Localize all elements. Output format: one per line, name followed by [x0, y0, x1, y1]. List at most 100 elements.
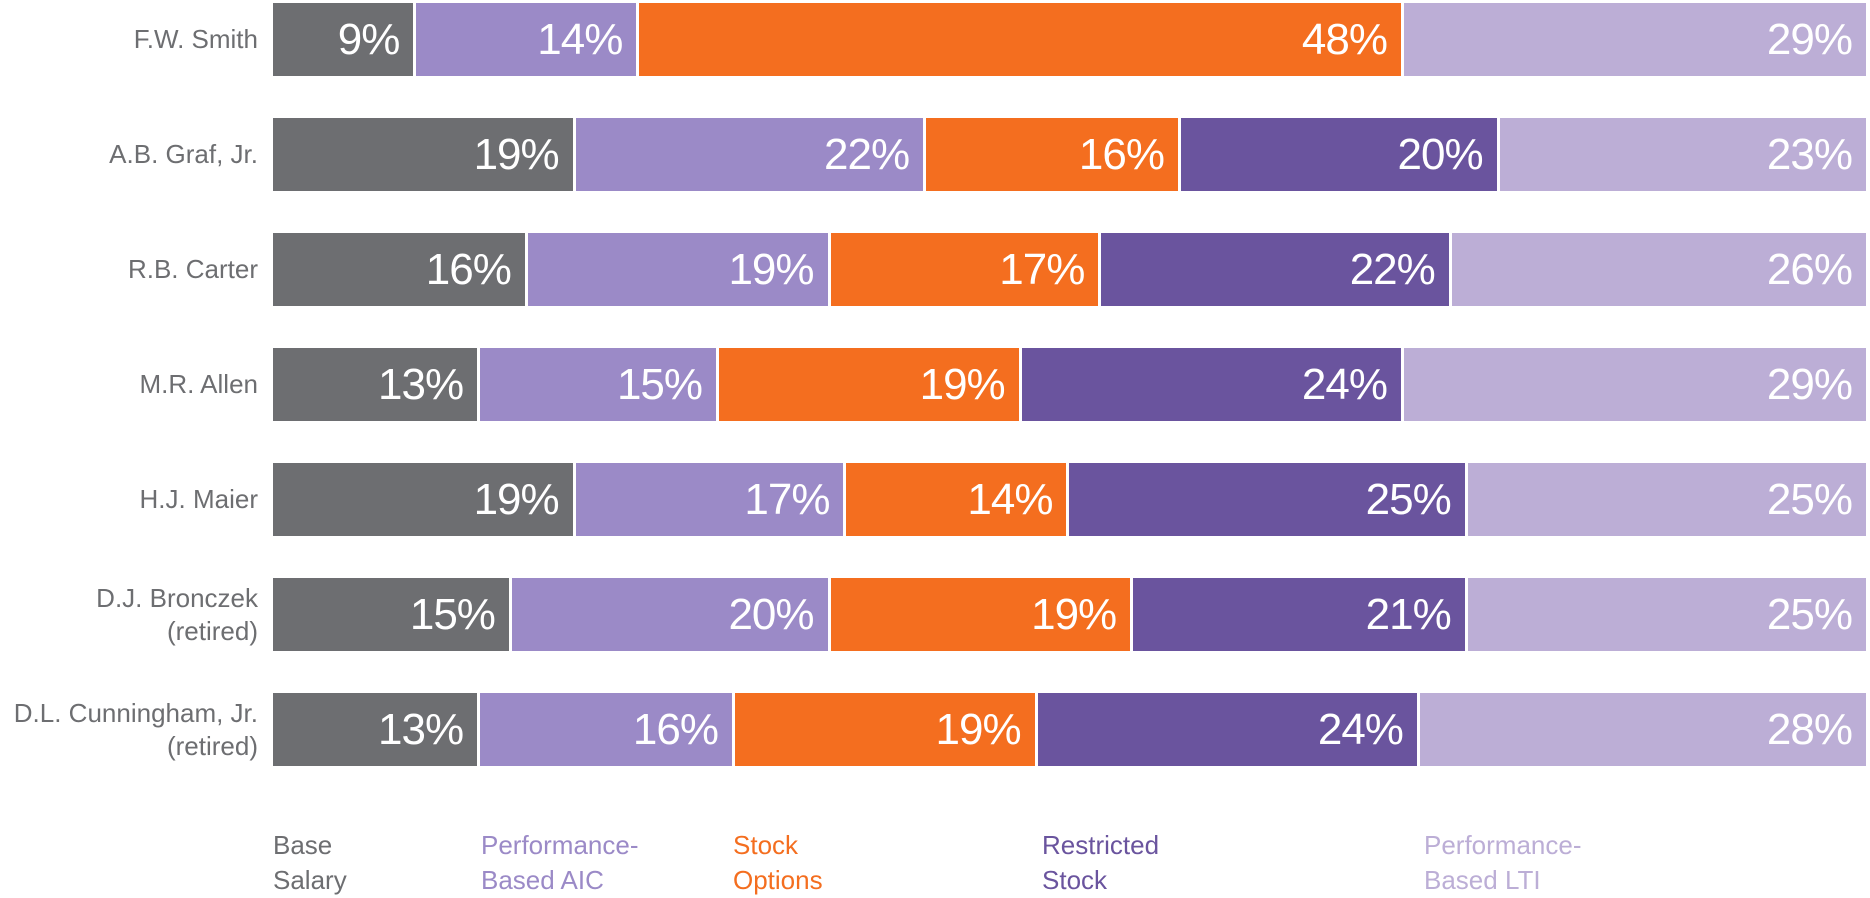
segment-value-label: 20%	[728, 589, 814, 639]
chart-row-f-w-smith: F.W. Smith 9% 14% 48% 29%	[0, 3, 1866, 76]
bar-segment-performance-based-aic: 17%	[575, 463, 847, 536]
legend-item-label: Base	[273, 830, 333, 860]
chart-row-h-j-maier: H.J. Maier 19% 17% 14% 25% 25%	[0, 463, 1866, 536]
chart-row-r-b-carter: R.B. Carter 16% 19% 17% 22% 26%	[0, 233, 1866, 306]
segment-value-label: 16%	[1078, 129, 1165, 179]
bar-track: 15% 20% 19% 21% 25%	[273, 578, 1866, 651]
row-label-line: A.B. Graf, Jr.	[109, 139, 258, 170]
segment-value-label: 20%	[1397, 129, 1484, 179]
bar-track: 19% 17% 14% 25% 25%	[273, 463, 1866, 536]
legend-item-performance-based-lti: Performance- Based LTI	[1424, 828, 1582, 898]
segment-value-label: 48%	[1301, 14, 1388, 64]
row-label: D.L. Cunningham, Jr. (retired)	[0, 697, 258, 762]
segment-value-label: 17%	[999, 244, 1085, 294]
row-label: R.B. Carter	[0, 253, 258, 286]
bar-segment-stock-options: 19%	[719, 348, 1022, 421]
bar-segment-base-salary: 9%	[273, 3, 417, 76]
bar-segment-base-salary: 13%	[273, 348, 481, 421]
row-label: D.J. Bronczek (retired)	[0, 582, 258, 647]
row-label-line: D.L. Cunningham, Jr.	[13, 698, 258, 728]
segment-value-label: 14%	[537, 14, 623, 64]
chart-legend: Base Salary Performance- Based AIC Stock Opti…	[0, 828, 1870, 898]
bar-track: 16% 19% 17% 22% 26%	[273, 233, 1866, 306]
bar-segment-restricted-stock: 20%	[1180, 118, 1500, 191]
segment-value-label: 29%	[1766, 14, 1853, 64]
bar-segment-base-salary: 16%	[273, 233, 528, 306]
row-label-line: F.W. Smith	[133, 24, 258, 55]
bar-segment-performance-based-lti: 25%	[1467, 463, 1866, 536]
chart-row-d-l-cunningham-jr-retired: D.L. Cunningham, Jr. (retired) 13% 16% 19% 24…	[0, 693, 1866, 766]
segment-value-label: 25%	[1766, 474, 1853, 524]
bar-segment-performance-based-aic: 22%	[575, 118, 927, 191]
legend-item-label: Stock	[733, 830, 799, 860]
chart-row-d-j-bronczek-retired: D.J. Bronczek (retired) 15% 20% 19% 21% 25%	[0, 578, 1866, 651]
bar-track: 9% 14% 48% 29%	[273, 3, 1866, 76]
segment-value-label: 19%	[935, 704, 1022, 754]
row-label: M.R. Allen	[0, 368, 259, 401]
segment-value-label: 19%	[473, 129, 560, 179]
row-label: H.J. Maier	[0, 483, 258, 516]
bar-segment-base-salary: 13%	[273, 693, 481, 766]
segment-value-label: 13%	[378, 359, 464, 409]
segment-value-label: 28%	[1766, 704, 1853, 754]
bar-segment-restricted-stock: 21%	[1133, 578, 1468, 651]
legend-item-performance-based-aic: Performance- Based AIC	[481, 828, 639, 898]
segment-value-label: 19%	[728, 244, 814, 294]
row-label-line: H.J. Maier	[139, 484, 258, 515]
segment-value-label: 23%	[1766, 129, 1853, 179]
segment-value-label: 15%	[616, 359, 703, 409]
segment-value-label: 14%	[967, 474, 1053, 524]
row-label-line: M.R. Allen	[139, 369, 259, 400]
bar-track: 19% 22% 16% 20% 23%	[273, 118, 1866, 191]
bar-segment-performance-based-lti: 29%	[1404, 3, 1866, 76]
segment-value-label: 19%	[473, 474, 560, 524]
bar-segment-stock-options: 19%	[830, 578, 1134, 651]
segment-value-label: 24%	[1317, 704, 1404, 754]
bar-segment-restricted-stock: 24%	[1021, 348, 1404, 421]
chart-row-a-b-graf-jr: A.B. Graf, Jr. 19% 22% 16% 20% 23%	[0, 118, 1866, 191]
row-label-line: (retired)	[166, 615, 258, 646]
segment-value-label: 21%	[1365, 589, 1452, 639]
row-label-line: R.B. Carter	[127, 254, 258, 285]
bar-segment-stock-options: 14%	[846, 463, 1070, 536]
legend-item-label: Performance-	[1424, 830, 1582, 860]
bar-segment-performance-based-lti: 23%	[1499, 118, 1866, 191]
segment-value-label: 22%	[824, 129, 910, 179]
segment-value-label: 13%	[378, 704, 464, 754]
bar-segment-performance-based-aic: 16%	[480, 693, 735, 766]
legend-item-restricted-stock: Restricted Stock	[1042, 828, 1159, 898]
bar-segment-performance-based-lti: 26%	[1451, 233, 1866, 306]
bar-track: 13% 16% 19% 24% 28%	[273, 693, 1866, 766]
bar-segment-restricted-stock: 25%	[1069, 463, 1468, 536]
bar-segment-stock-options: 19%	[734, 693, 1038, 766]
bar-segment-performance-based-lti: 25%	[1467, 578, 1866, 651]
chart-row-m-r-allen: M.R. Allen 13% 15% 19% 24% 29%	[0, 348, 1866, 421]
bar-segment-base-salary: 19%	[273, 463, 576, 536]
bar-segment-performance-based-lti: 28%	[1419, 693, 1866, 766]
bar-segment-restricted-stock: 22%	[1101, 233, 1452, 306]
bar-segment-performance-based-aic: 14%	[416, 3, 640, 76]
bar-segment-restricted-stock: 24%	[1037, 693, 1420, 766]
row-label: F.W. Smith	[0, 23, 258, 56]
segment-value-label: 19%	[919, 359, 1006, 409]
bar-track: 13% 15% 19% 24% 29%	[273, 348, 1866, 421]
row-label-line: (retired)	[166, 730, 258, 761]
bar-segment-performance-based-lti: 29%	[1403, 348, 1866, 421]
bar-segment-base-salary: 15%	[273, 578, 512, 651]
row-label: A.B. Graf, Jr.	[0, 138, 258, 171]
segment-value-label: 17%	[744, 474, 830, 524]
segment-value-label: 25%	[1365, 474, 1452, 524]
row-label-line: D.J. Bronczek	[96, 583, 258, 613]
legend-item-label: Stock	[1042, 865, 1108, 896]
legend-item-label: Based AIC	[481, 865, 604, 896]
segment-value-label: 25%	[1766, 589, 1853, 639]
segment-value-label: 24%	[1301, 359, 1388, 409]
segment-value-label: 16%	[425, 244, 512, 294]
legend-item-label: Salary	[273, 865, 347, 896]
bar-segment-stock-options: 16%	[926, 118, 1181, 191]
segment-value-label: 15%	[409, 589, 496, 639]
legend-item-label: Performance-	[481, 830, 639, 860]
bar-segment-base-salary: 19%	[273, 118, 576, 191]
segment-value-label: 29%	[1766, 359, 1853, 409]
